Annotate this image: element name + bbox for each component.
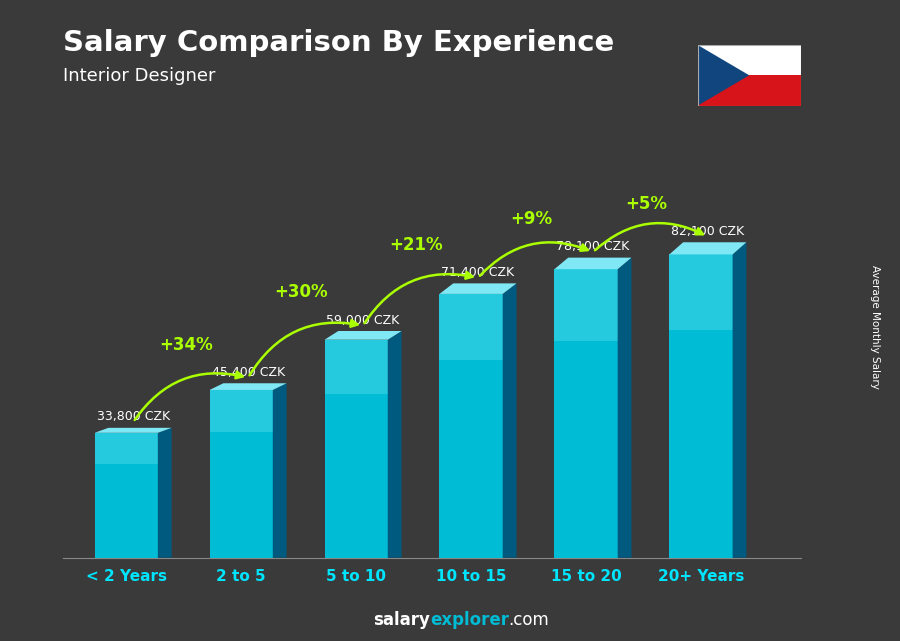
- FancyArrowPatch shape: [364, 272, 472, 323]
- Text: Interior Designer: Interior Designer: [63, 67, 215, 85]
- Bar: [94, 433, 158, 464]
- Text: 71,400 CZK: 71,400 CZK: [441, 266, 515, 279]
- Bar: [698, 75, 801, 106]
- Text: 33,800 CZK: 33,800 CZK: [96, 410, 170, 424]
- Text: 59,000 CZK: 59,000 CZK: [327, 313, 400, 326]
- Bar: [439, 294, 503, 360]
- Text: salary: salary: [374, 612, 430, 629]
- Polygon shape: [210, 383, 286, 390]
- Text: Average Monthly Salary: Average Monthly Salary: [869, 265, 880, 389]
- Text: +5%: +5%: [625, 195, 667, 213]
- Polygon shape: [503, 283, 517, 558]
- Bar: [94, 433, 158, 558]
- Text: 45,400 CZK: 45,400 CZK: [212, 366, 284, 379]
- Text: explorer: explorer: [430, 612, 509, 629]
- Text: 78,100 CZK: 78,100 CZK: [556, 240, 630, 253]
- FancyArrowPatch shape: [595, 223, 703, 250]
- Bar: [554, 269, 617, 558]
- FancyArrowPatch shape: [249, 320, 357, 376]
- Polygon shape: [698, 45, 749, 106]
- Polygon shape: [670, 242, 746, 254]
- Polygon shape: [94, 428, 172, 433]
- Polygon shape: [733, 242, 746, 558]
- Bar: [210, 390, 273, 558]
- FancyArrowPatch shape: [135, 372, 243, 420]
- Polygon shape: [273, 383, 286, 558]
- Bar: [554, 269, 617, 341]
- Text: Salary Comparison By Experience: Salary Comparison By Experience: [63, 29, 614, 57]
- Text: +9%: +9%: [509, 210, 552, 228]
- Polygon shape: [158, 428, 172, 558]
- Bar: [210, 390, 273, 432]
- FancyArrowPatch shape: [480, 242, 588, 276]
- Text: +34%: +34%: [159, 336, 213, 354]
- Polygon shape: [554, 258, 632, 269]
- Bar: [670, 254, 733, 330]
- Polygon shape: [325, 331, 401, 340]
- Bar: [698, 45, 801, 75]
- Bar: [439, 294, 503, 558]
- Text: +21%: +21%: [389, 236, 443, 254]
- Polygon shape: [439, 283, 517, 294]
- Text: +30%: +30%: [274, 283, 328, 301]
- Bar: [325, 340, 388, 558]
- Text: .com: .com: [508, 612, 549, 629]
- Polygon shape: [388, 331, 401, 558]
- Text: 82,100 CZK: 82,100 CZK: [671, 225, 744, 238]
- Bar: [325, 340, 388, 394]
- Bar: [670, 254, 733, 558]
- Polygon shape: [617, 258, 632, 558]
